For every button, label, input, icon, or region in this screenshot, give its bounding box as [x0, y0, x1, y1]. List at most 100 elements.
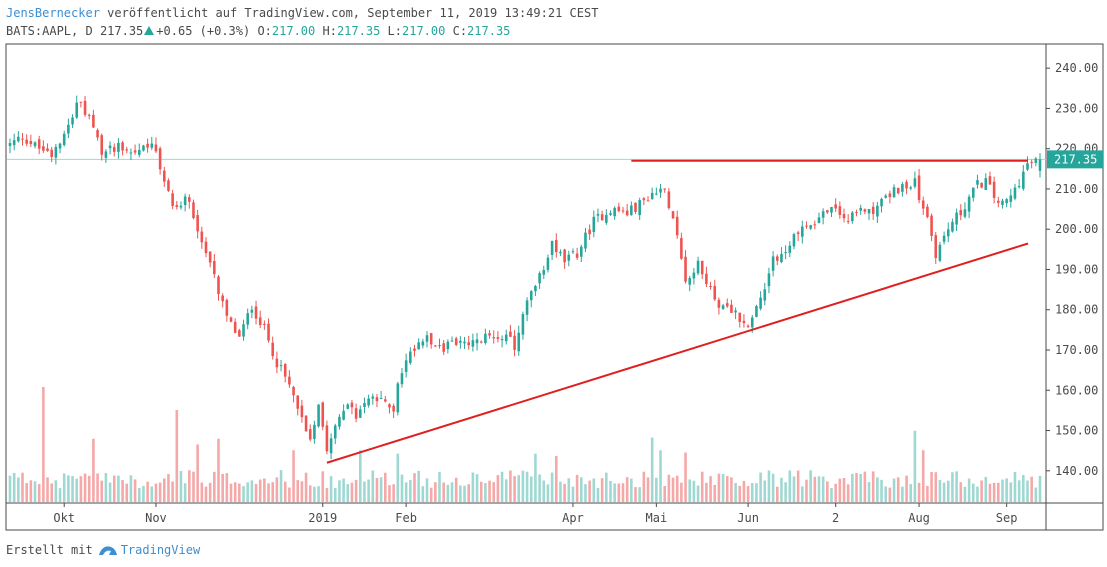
time-axis[interactable]: Okt Nov 2019 Feb Apr Mai Jun 2 Aug Sep: [53, 503, 1017, 525]
candle-body: [734, 310, 737, 313]
volume-bar: [79, 476, 83, 502]
candle-body: [50, 149, 53, 157]
volume-bar: [642, 471, 646, 502]
volume-bar: [17, 477, 20, 502]
candle-body: [842, 214, 846, 219]
candle-body: [221, 295, 224, 302]
volume-bar: [504, 479, 508, 502]
candle-body: [617, 206, 621, 212]
volume-bar: [367, 479, 370, 502]
candle-body: [942, 235, 946, 242]
volume-bar: [434, 482, 437, 502]
low-value: 217.00: [402, 24, 446, 38]
candle-body: [1026, 163, 1029, 170]
trendlines[interactable]: [326, 159, 1029, 464]
volume-bar: [609, 480, 612, 502]
footer: Erstellt mit TradingView: [6, 543, 200, 557]
candle-body: [534, 285, 537, 292]
candle-body: [730, 304, 733, 313]
candle-body: [830, 207, 833, 213]
volume-bar: [621, 483, 625, 502]
candle-body: [759, 297, 762, 309]
candle-body: [680, 238, 683, 259]
volume-bar: [421, 486, 425, 502]
candle-body: [838, 206, 842, 215]
volume-bar: [325, 487, 329, 502]
volume-bar: [901, 486, 904, 502]
candle-body: [154, 144, 158, 152]
candle-body: [96, 130, 99, 138]
candle-body: [713, 285, 717, 300]
volume-bar: [271, 482, 275, 502]
volume-bar: [767, 470, 771, 502]
candle-body: [250, 309, 254, 313]
candle-body: [846, 220, 850, 222]
volume-bar: [171, 481, 174, 502]
volume-bar: [500, 471, 504, 502]
volume-bar: [283, 481, 287, 502]
volume-bar: [192, 471, 195, 502]
volume-bar: [830, 488, 833, 502]
volume-bar: [342, 478, 345, 502]
volume-bar: [809, 470, 812, 502]
price-tick-label: 240.00: [1055, 61, 1098, 75]
last-price-label: 217.35: [1047, 150, 1103, 169]
volume-bar: [880, 479, 883, 502]
volume-bar: [296, 480, 300, 502]
volume-bar: [650, 437, 654, 502]
volume-bar: [788, 470, 792, 502]
volume-bar: [213, 471, 216, 502]
volume-bar: [605, 472, 608, 502]
candle-body: [888, 193, 892, 198]
volume-bar: [801, 486, 804, 502]
candle-body: [921, 200, 925, 209]
up-arrow-icon: [144, 26, 155, 35]
volume-bar: [242, 486, 245, 502]
candle-body: [992, 181, 996, 198]
candle-body: [951, 221, 954, 232]
volume-bar: [471, 472, 475, 502]
candle-body: [104, 151, 108, 158]
candle-body: [308, 429, 312, 440]
candle-body: [258, 317, 262, 325]
volume-bar: [133, 479, 137, 502]
volume-bar: [1030, 476, 1033, 502]
candle-body: [592, 216, 596, 232]
candle-body: [358, 409, 362, 418]
publish-info: JensBernecker veröffentlicht auf Trading…: [6, 6, 598, 20]
candle-body: [475, 339, 479, 344]
price-axis[interactable]: 140.00 150.00 160.00 170.00 180.00 190.00 200.…: [1046, 61, 1098, 478]
volume-bar: [826, 481, 829, 502]
candle-body: [784, 252, 787, 254]
volume-bar: [967, 478, 971, 502]
volume-bar: [713, 484, 717, 502]
volume-bar: [867, 482, 871, 502]
volume-bar: [725, 476, 729, 502]
candle-body: [938, 244, 942, 261]
candle-body: [463, 341, 466, 344]
candle-body: [271, 342, 275, 357]
candle-body: [342, 410, 345, 420]
volume-bar: [275, 477, 279, 502]
candle-body: [725, 303, 729, 307]
candle-body: [146, 143, 149, 148]
author-link[interactable]: JensBernecker: [6, 6, 100, 20]
trendline-support[interactable]: [326, 242, 1029, 464]
candle-body: [926, 206, 929, 218]
candle-body: [71, 117, 74, 125]
price-tick-label: 150.00: [1055, 424, 1098, 438]
candle-body: [1017, 186, 1021, 188]
tradingview-brand-link[interactable]: TradingView: [120, 543, 201, 557]
volume-bar: [700, 471, 704, 502]
volume-bar: [208, 482, 212, 502]
candle-body: [496, 337, 500, 339]
candle-body: [959, 210, 963, 216]
candle-body: [542, 270, 546, 275]
candle-body: [659, 188, 662, 193]
volume-bar: [838, 478, 842, 502]
volume-bar: [959, 482, 963, 502]
volume-bar: [559, 481, 562, 502]
volume-bar: [329, 476, 333, 502]
volume-bar: [730, 477, 733, 502]
